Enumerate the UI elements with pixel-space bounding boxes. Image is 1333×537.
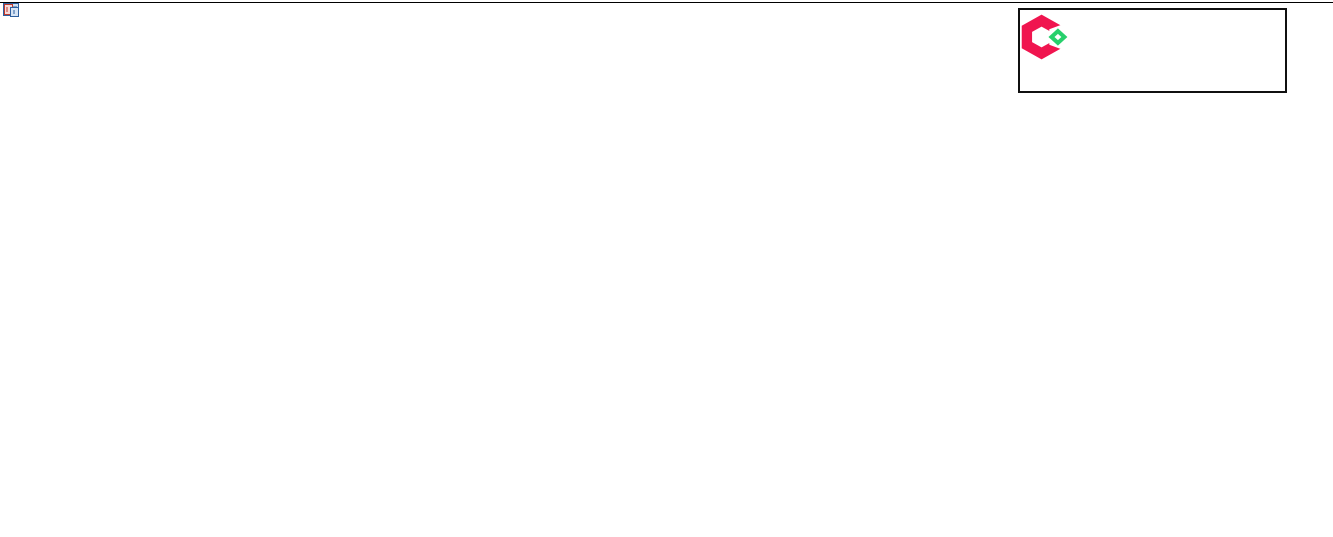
window-top-border bbox=[0, 2, 1333, 3]
tickmill-logo bbox=[1018, 8, 1287, 93]
chart-title-bar bbox=[3, 3, 19, 18]
